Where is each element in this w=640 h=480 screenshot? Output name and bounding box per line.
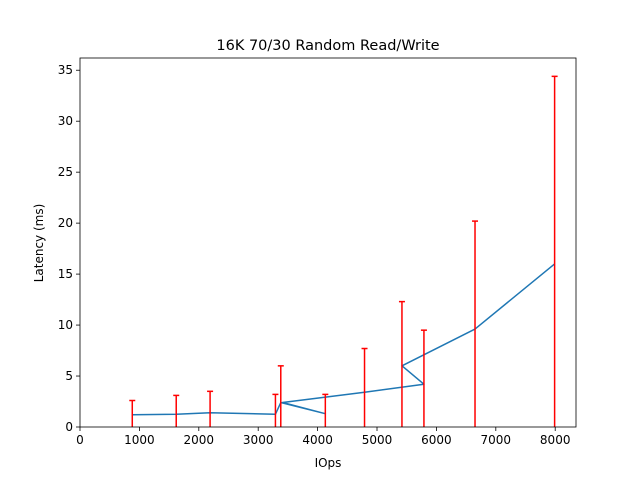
y-tick-label-2: 10 (58, 318, 73, 332)
x-tick-label-1: 1000 (124, 433, 155, 447)
y-tick-label-7: 35 (58, 63, 73, 77)
x-tick-label-4: 4000 (302, 433, 333, 447)
series-line-0 (132, 263, 556, 416)
y-axis-label: Latency (ms) (32, 204, 46, 283)
y-tick-label-4: 20 (58, 216, 73, 230)
plot-area: 0 1000 2000 3000 4000 5000 6000 7000 8000 0 5 10 15 2… (58, 57, 577, 447)
y-tick-label-3: 15 (58, 267, 73, 281)
x-tick-label-2: 2000 (184, 433, 215, 447)
x-tick-label-0: 0 (76, 433, 84, 447)
y-tick-label-0: 0 (65, 420, 73, 434)
x-axis-label: IOps (315, 456, 342, 470)
y-tick-label-6: 30 (58, 114, 73, 128)
x-tick-label-7: 7000 (481, 433, 512, 447)
y-tick-label-5: 25 (58, 165, 73, 179)
x-tick-label-5: 5000 (362, 433, 393, 447)
x-tick-label-8: 8000 (540, 433, 571, 447)
y-tick-label-1: 5 (65, 369, 73, 383)
chart-title: 16K 70/30 Random Read/Write (216, 38, 439, 54)
axes-frame (79, 57, 577, 428)
x-tick-label-3: 3000 (243, 433, 274, 447)
x-tick-label-6: 6000 (421, 433, 452, 447)
